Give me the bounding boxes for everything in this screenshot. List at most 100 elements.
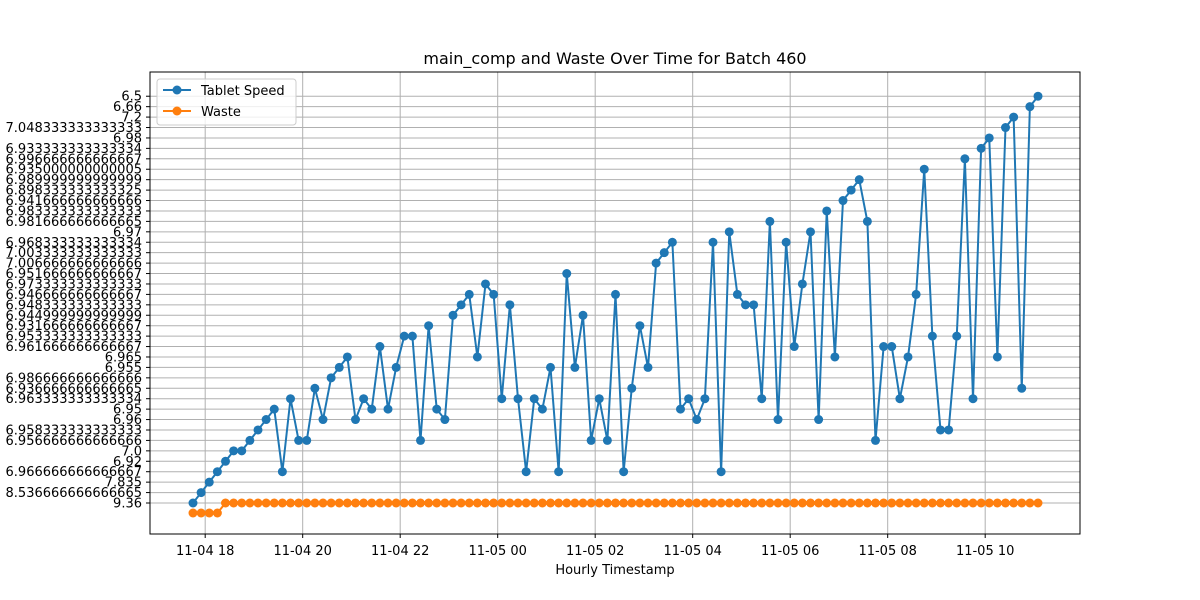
data-point-waste xyxy=(229,498,239,508)
data-point-waste xyxy=(359,498,369,508)
data-point-waste xyxy=(456,498,466,508)
data-point-waste xyxy=(919,498,929,508)
data-point-tablet-speed xyxy=(586,435,596,445)
data-point-waste xyxy=(204,508,214,518)
y-tick-label: 6.66 xyxy=(113,100,142,115)
data-point-tablet-speed xyxy=(294,435,304,445)
data-point-waste xyxy=(546,498,555,508)
data-point-tablet-speed xyxy=(196,488,206,498)
data-point-tablet-speed xyxy=(188,498,198,508)
data-point-waste xyxy=(806,498,815,508)
data-point-waste xyxy=(489,498,499,508)
data-point-tablet-speed xyxy=(1017,383,1027,393)
data-point-tablet-speed xyxy=(578,310,588,320)
data-point-waste xyxy=(269,498,279,508)
data-point-waste xyxy=(667,498,677,508)
data-point-tablet-speed xyxy=(1025,102,1035,112)
data-point-waste xyxy=(351,498,360,508)
data-point-waste xyxy=(749,498,759,508)
data-point-waste xyxy=(789,498,799,508)
y-tick-label: 6.92 xyxy=(113,455,142,470)
data-point-tablet-speed xyxy=(367,404,377,414)
data-point-tablet-speed xyxy=(464,289,474,299)
data-point-tablet-speed xyxy=(822,206,832,216)
data-point-waste xyxy=(416,498,425,508)
data-point-waste xyxy=(196,508,206,518)
data-point-tablet-speed xyxy=(351,415,360,425)
data-point-waste xyxy=(513,498,523,508)
y-tick-label: 7.2 xyxy=(121,111,142,126)
data-point-tablet-speed xyxy=(936,425,945,435)
data-point-tablet-speed xyxy=(838,196,848,206)
x-tick-label: 11-04 18 xyxy=(176,544,234,559)
data-point-tablet-speed xyxy=(781,237,791,247)
data-point-waste xyxy=(968,498,978,508)
data-point-tablet-speed xyxy=(505,300,515,310)
y-tick-label: 6.966666666666667 xyxy=(6,465,142,480)
data-point-tablet-speed xyxy=(757,394,767,404)
data-point-waste xyxy=(944,498,954,508)
data-point-tablet-speed xyxy=(789,342,799,352)
data-point-tablet-speed xyxy=(684,394,694,404)
y-tick-label: 6.983333333333333 xyxy=(6,204,142,219)
data-point-waste xyxy=(253,498,263,508)
data-point-waste xyxy=(757,498,767,508)
legend-label-tablet-speed: Tablet Speed xyxy=(200,84,285,99)
y-tick-label: 6.963333333333334 xyxy=(6,392,142,407)
data-point-waste xyxy=(440,498,450,508)
data-point-waste xyxy=(822,498,832,508)
data-point-waste xyxy=(1033,498,1043,508)
y-tick-label: 6.95 xyxy=(113,403,142,418)
data-point-waste xyxy=(895,498,905,508)
data-point-waste xyxy=(879,498,889,508)
data-point-tablet-speed xyxy=(667,237,677,247)
y-tick-label: 6.986666666666666 xyxy=(6,371,142,386)
data-point-tablet-speed xyxy=(732,289,742,299)
data-point-waste xyxy=(497,498,507,508)
data-point-tablet-speed xyxy=(269,404,279,414)
x-tick-label: 11-05 06 xyxy=(761,544,819,559)
data-point-tablet-speed xyxy=(903,352,913,362)
data-point-waste xyxy=(537,498,547,508)
data-point-waste xyxy=(562,498,572,508)
chart-title: main_comp and Waste Over Time for Batch … xyxy=(423,49,806,69)
data-point-waste xyxy=(505,498,515,508)
y-tick-label: 8.536666666666665 xyxy=(6,486,142,501)
data-point-waste xyxy=(554,498,564,508)
plot-frame xyxy=(149,71,1081,535)
data-point-tablet-speed xyxy=(440,415,450,425)
legend-marker-tablet-speed xyxy=(172,85,182,95)
data-point-waste xyxy=(424,498,434,508)
data-point-waste xyxy=(188,508,198,518)
y-tick-label: 6.98 xyxy=(113,131,142,146)
data-point-waste xyxy=(773,498,783,508)
data-point-tablet-speed xyxy=(887,342,897,352)
legend: Tablet Speed Waste xyxy=(156,78,297,126)
data-point-waste xyxy=(814,498,824,508)
data-point-tablet-speed xyxy=(237,446,247,456)
data-point-tablet-speed xyxy=(765,216,775,226)
data-point-tablet-speed xyxy=(716,467,726,477)
series xyxy=(188,91,1043,518)
data-point-waste xyxy=(399,498,409,508)
data-point-tablet-speed xyxy=(651,258,661,268)
data-point-tablet-speed xyxy=(221,456,230,466)
data-point-tablet-speed xyxy=(911,289,921,299)
data-point-waste xyxy=(212,508,222,518)
data-point-tablet-speed xyxy=(976,143,986,153)
data-point-waste xyxy=(984,498,994,508)
data-point-tablet-speed xyxy=(537,404,547,414)
data-point-waste xyxy=(887,498,897,508)
data-point-tablet-speed xyxy=(456,300,466,310)
data-point-waste xyxy=(936,498,945,508)
data-point-tablet-speed xyxy=(472,352,482,362)
data-point-waste xyxy=(1025,498,1035,508)
data-point-waste xyxy=(448,498,458,508)
data-point-tablet-speed xyxy=(302,435,312,445)
y-tick-label: 6.936666666666665 xyxy=(6,382,142,397)
data-point-tablet-speed xyxy=(546,362,555,372)
x-axis: 11-04 18 11-04 20 11-04 22 11-05 00 11-05 02… xyxy=(176,534,1014,559)
data-point-waste xyxy=(854,498,864,508)
legend-marker-waste xyxy=(172,106,182,116)
data-point-tablet-speed xyxy=(310,383,320,393)
